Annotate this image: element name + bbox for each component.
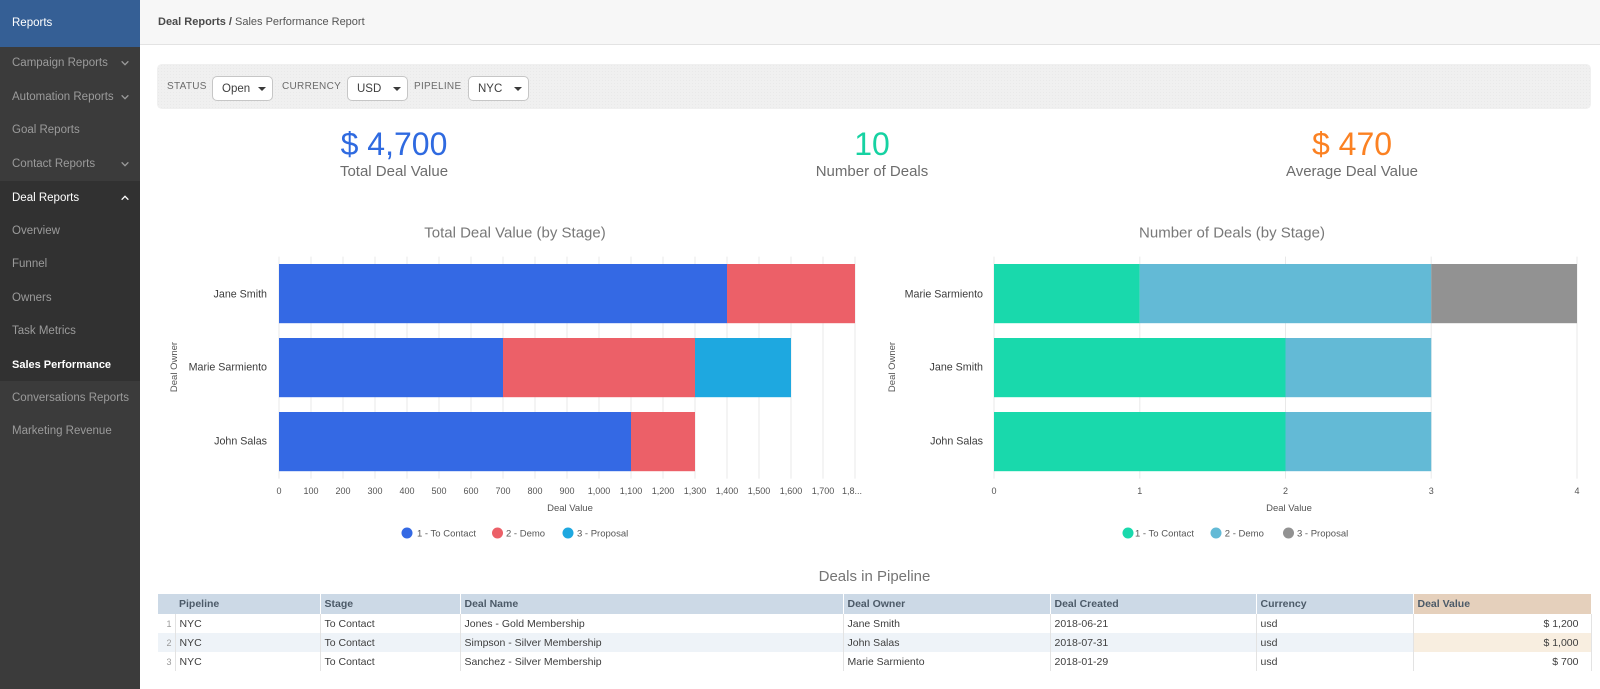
svg-text:Deal Value: Deal Value	[1266, 503, 1312, 514]
svg-text:3 - Proposal: 3 - Proposal	[1297, 529, 1348, 540]
svg-text:900: 900	[559, 486, 574, 496]
svg-text:600: 600	[463, 486, 478, 496]
svg-text:1: 1	[1137, 486, 1142, 496]
svg-text:700: 700	[495, 486, 510, 496]
svg-text:Deal Owner: Deal Owner	[887, 342, 898, 392]
svg-text:Deal Owner: Deal Owner	[169, 342, 180, 392]
svg-text:1 - To Contact: 1 - To Contact	[417, 529, 476, 540]
svg-text:100: 100	[303, 486, 318, 496]
svg-text:Number of Deals (by Stage): Number of Deals (by Stage)	[1139, 225, 1325, 242]
svg-text:Jane Smith: Jane Smith	[214, 288, 268, 300]
svg-text:Jane Smith: Jane Smith	[930, 361, 984, 373]
svg-text:1,400: 1,400	[716, 486, 739, 496]
svg-text:4: 4	[1574, 486, 1579, 496]
svg-text:Total Deal Value (by Stage): Total Deal Value (by Stage)	[424, 225, 606, 242]
svg-text:400: 400	[399, 486, 414, 496]
svg-text:Deal Value: Deal Value	[547, 503, 593, 514]
svg-text:2: 2	[1283, 486, 1288, 496]
svg-text:1 - To Contact: 1 - To Contact	[1135, 529, 1194, 540]
svg-text:1,500: 1,500	[748, 486, 771, 496]
svg-text:0: 0	[991, 486, 996, 496]
svg-text:1,200: 1,200	[652, 486, 675, 496]
svg-text:Marie Sarmiento: Marie Sarmiento	[905, 288, 983, 300]
svg-text:1,000: 1,000	[588, 486, 611, 496]
svg-text:2 - Demo: 2 - Demo	[506, 529, 545, 540]
svg-text:2 - Demo: 2 - Demo	[1225, 529, 1264, 540]
svg-text:1,600: 1,600	[780, 486, 803, 496]
svg-text:1,700: 1,700	[812, 486, 835, 496]
svg-text:3: 3	[1429, 486, 1434, 496]
svg-text:500: 500	[431, 486, 446, 496]
svg-text:300: 300	[367, 486, 382, 496]
svg-text:800: 800	[527, 486, 542, 496]
svg-text:3 - Proposal: 3 - Proposal	[577, 529, 628, 540]
svg-text:John Salas: John Salas	[930, 435, 983, 447]
svg-text:Marie Sarmiento: Marie Sarmiento	[189, 361, 267, 373]
svg-text:1,100: 1,100	[620, 486, 643, 496]
svg-text:John Salas: John Salas	[214, 435, 267, 447]
svg-text:200: 200	[335, 486, 350, 496]
svg-text:1,8...: 1,8...	[842, 486, 862, 496]
svg-text:1,300: 1,300	[684, 486, 707, 496]
svg-text:0: 0	[276, 486, 281, 496]
